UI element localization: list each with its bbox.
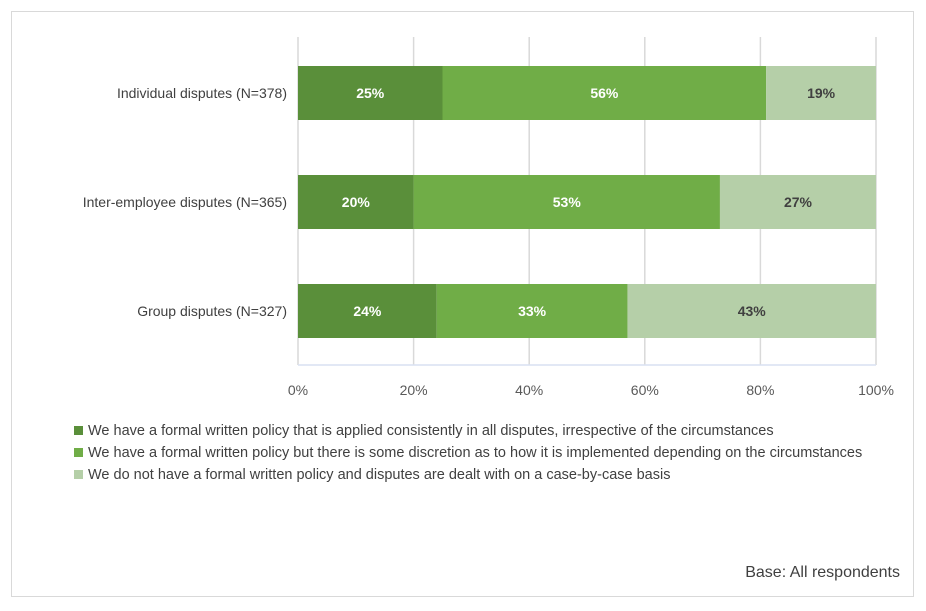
- data-label: 20%: [342, 194, 371, 210]
- footnote: Base: All respondents: [745, 564, 900, 581]
- data-label: 33%: [518, 303, 547, 319]
- bar-segment: [766, 66, 876, 120]
- legend-swatch: [74, 448, 83, 457]
- legend-item: We have a formal written policy that is …: [74, 420, 894, 442]
- x-tick-label: 80%: [746, 382, 774, 398]
- bar-segment: [413, 175, 720, 229]
- data-label: 53%: [553, 194, 582, 210]
- category-label: Individual disputes (N=378): [117, 85, 287, 101]
- legend-label: We have a formal written policy but ther…: [88, 445, 863, 461]
- bar-segment: [719, 175, 876, 229]
- x-tick-label: 60%: [631, 382, 659, 398]
- legend-item: We have a formal written policy but ther…: [74, 442, 894, 464]
- chart-frame: [11, 11, 914, 597]
- x-tick-label: 0%: [288, 382, 308, 398]
- bar-segment: [298, 175, 414, 229]
- data-label: 25%: [356, 85, 385, 101]
- category-label: Inter-employee disputes (N=365): [83, 194, 287, 210]
- data-label: 19%: [807, 85, 836, 101]
- bar-segment: [442, 66, 767, 120]
- bar-segment: [436, 284, 628, 338]
- legend-swatch: [74, 470, 83, 479]
- x-tick-label: 20%: [400, 382, 428, 398]
- bar-segment: [627, 284, 876, 338]
- data-label: 24%: [353, 303, 382, 319]
- legend-label: We have a formal written policy that is …: [88, 423, 774, 439]
- legend-swatch: [74, 426, 83, 435]
- bar-segment: [298, 66, 443, 120]
- x-tick-label: 40%: [515, 382, 543, 398]
- x-tick-label: 100%: [858, 382, 894, 398]
- bar-segment: [298, 284, 437, 338]
- data-label: 43%: [738, 303, 767, 319]
- legend: We have a formal written policy that is …: [74, 420, 894, 486]
- data-label: 27%: [784, 194, 813, 210]
- legend-item: We do not have a formal written policy a…: [74, 464, 894, 486]
- category-label: Group disputes (N=327): [137, 303, 287, 319]
- legend-label: We do not have a formal written policy a…: [88, 467, 671, 483]
- data-label: 56%: [590, 85, 619, 101]
